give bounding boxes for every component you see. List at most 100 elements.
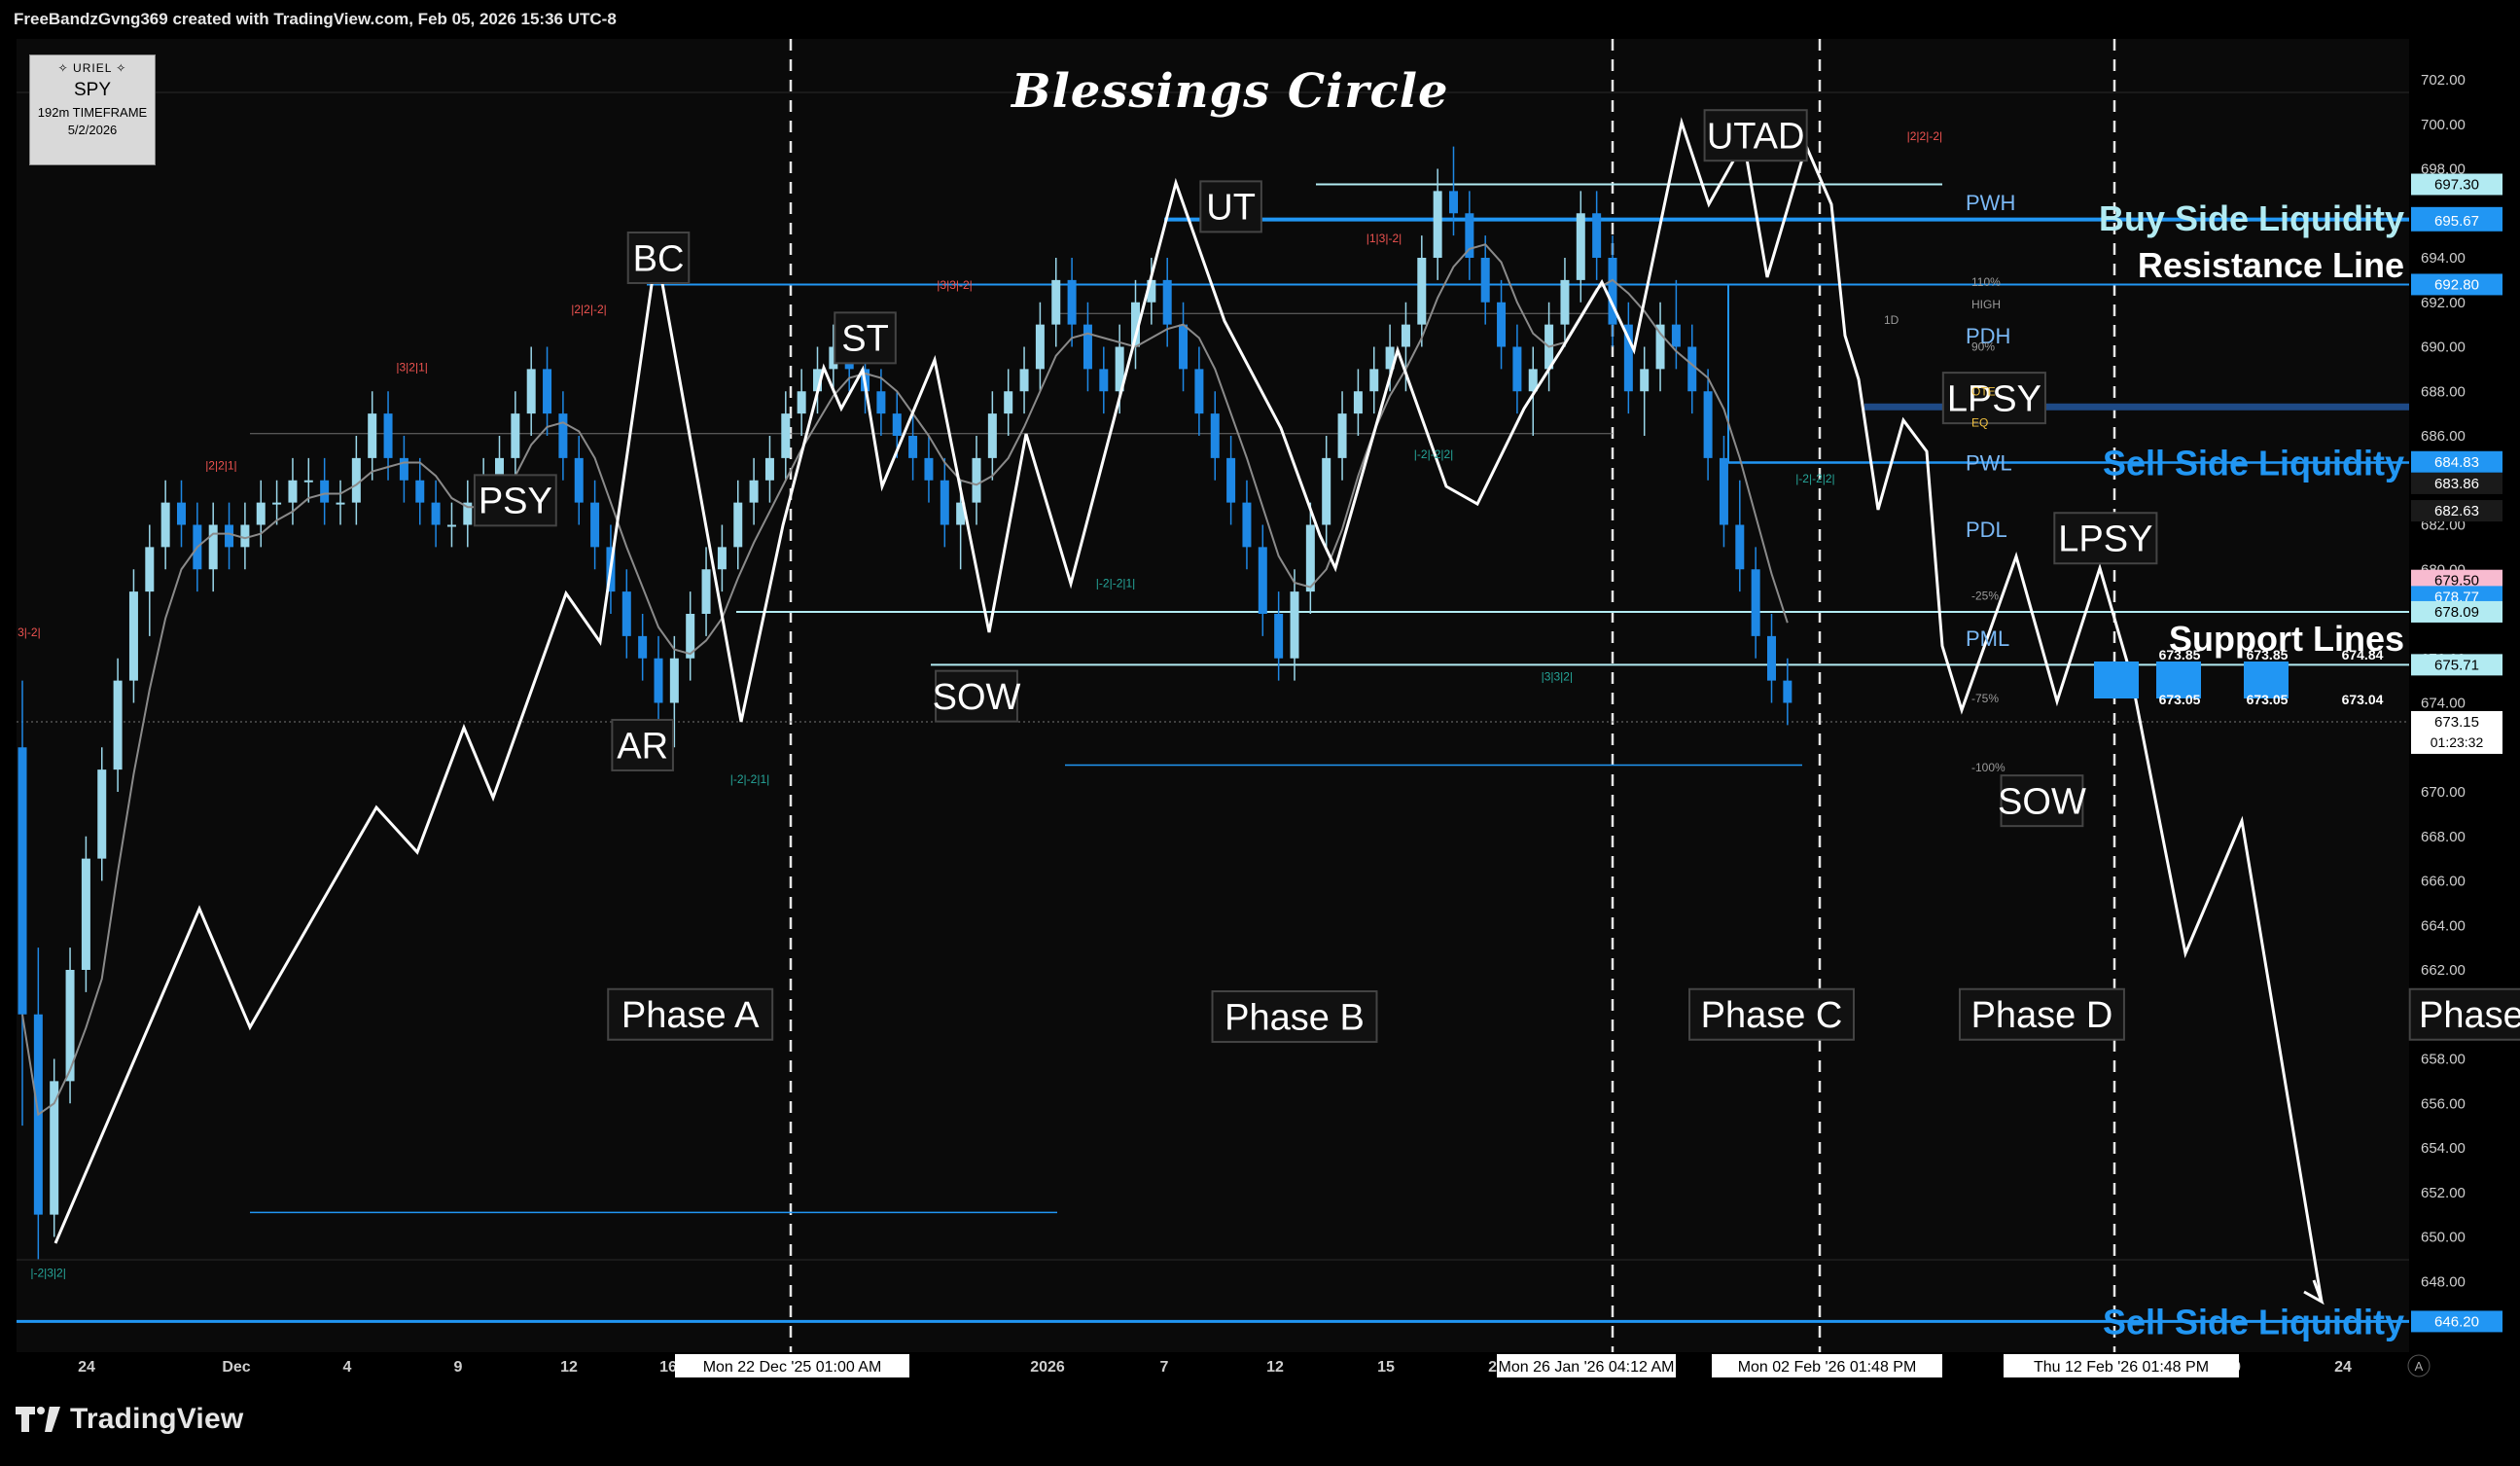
projection-box-tag: 673.85 (2159, 647, 2201, 662)
candle-body (1671, 324, 1681, 347)
candle-body (1449, 191, 1458, 214)
candle (256, 480, 266, 548)
candle-body (1353, 391, 1363, 414)
candle (829, 324, 838, 392)
time-axis-highlight (675, 1354, 909, 1377)
candle (336, 480, 345, 525)
candle-body (1512, 346, 1522, 392)
candle-body (160, 502, 170, 548)
wyckoff-label-box (1703, 109, 1808, 162)
candle (1258, 524, 1267, 636)
candles (18, 146, 1792, 1260)
x-tick-label: 7 (1160, 1359, 1169, 1376)
wyckoff-label-text: LPSY (1947, 378, 2041, 419)
price-label-box (2411, 710, 2502, 754)
candle-body (1290, 591, 1299, 659)
candle (511, 391, 520, 481)
pattern-tag: |3|3|2| (1542, 670, 1574, 684)
info-box-date: 5/2/2026 (67, 123, 118, 137)
candle-body (1560, 279, 1570, 325)
projection-box (2156, 661, 2201, 698)
wyckoff-label: LPSY (2053, 512, 2158, 565)
candle (1608, 235, 1617, 347)
candle-body (1242, 502, 1252, 548)
pattern-tag: |2|2|-2| (571, 303, 607, 316)
pattern-tag: |-2|-2|2| (1414, 447, 1453, 461)
candle (526, 346, 536, 436)
candle-body (1623, 324, 1633, 392)
candle (749, 457, 759, 525)
candle-body (1274, 614, 1284, 659)
projection-box-tag: 673.05 (2159, 692, 2201, 707)
level-label: Support Lines (2169, 619, 2404, 659)
x-tick-label: 4 (343, 1359, 352, 1376)
level-tag: PWL (1966, 450, 2012, 475)
fib-tag: 1D (1884, 313, 1899, 327)
candle (1719, 436, 1728, 548)
projection-box-tag: 673.85 (2247, 647, 2289, 662)
zigzag-arrowhead (2303, 1279, 2325, 1305)
wyckoff-label-box (607, 987, 774, 1041)
time-axis-highlight-label: Mon 22 Dec '25 01:00 AM (703, 1359, 882, 1376)
candle (876, 369, 886, 436)
candle (1512, 324, 1522, 414)
chart-svg[interactable]: 648.00650.00652.00654.00656.00658.00660.… (17, 39, 2520, 1379)
y-tick-label: 674.00 (2421, 696, 2466, 712)
candle-body (956, 502, 966, 525)
footer-bar (0, 1379, 2520, 1466)
price-axis-background (2409, 39, 2520, 1352)
projection-box-tag: 673.04 (2342, 692, 2384, 707)
candle (145, 524, 155, 636)
candle (1051, 258, 1061, 347)
candle (368, 391, 377, 481)
wyckoff-label-box (935, 669, 1018, 723)
candle (288, 457, 298, 525)
wyckoff-label-text: PSY (479, 482, 552, 522)
candle (621, 569, 631, 659)
candle (1147, 258, 1156, 325)
candle-body (733, 502, 743, 548)
candle-body (240, 524, 250, 548)
level-label: Buy Side Liquidity (2099, 198, 2404, 238)
candle-body (1067, 279, 1077, 325)
price-label: 678.09 (2411, 600, 2502, 623)
candle (50, 1058, 59, 1237)
candle (18, 680, 27, 1126)
candle-body (272, 502, 282, 505)
wyckoff-label-box (834, 311, 897, 365)
projection-box-tag: 674.84 (2342, 647, 2384, 662)
candle-body (1385, 346, 1395, 370)
level-label: Sell Side Liquidity (2103, 1302, 2404, 1341)
candle (1194, 346, 1204, 436)
y-tick-label: 648.00 (2421, 1273, 2466, 1290)
x-tick-label: Dec (222, 1359, 250, 1376)
tradingview-logo[interactable]: TradingView (16, 1403, 243, 1436)
candle-body (145, 547, 155, 592)
wyckoff-label-text: BC (633, 238, 685, 279)
auto-scale-label: A (2415, 1359, 2424, 1374)
y-tick-label: 662.00 (2421, 962, 2466, 979)
wyckoff-label-text: Phase C (1701, 995, 1843, 1036)
y-tick-label: 650.00 (2421, 1230, 2466, 1246)
candle (65, 948, 75, 1104)
candle-body (590, 502, 600, 548)
candle-body (797, 391, 806, 414)
y-tick-label: 702.00 (2421, 72, 2466, 89)
candle (208, 502, 218, 592)
candle-body (1162, 279, 1172, 325)
fib-tag: HIGH (1971, 298, 2001, 311)
candle-body (940, 480, 949, 525)
candle (1576, 191, 1585, 303)
candle (1067, 258, 1077, 347)
candle-body (1131, 302, 1140, 347)
candle-body (813, 369, 822, 392)
x-tick-label: 16 (659, 1359, 677, 1376)
candle (1004, 369, 1013, 436)
candle-body (511, 413, 520, 458)
price-label-text: 673.15 (2434, 714, 2479, 731)
wyckoff-label-box (611, 718, 674, 771)
candle (225, 502, 234, 570)
fib-tag: EQ (1971, 415, 1988, 429)
candle (1783, 658, 1792, 726)
chart-plot-area[interactable]: 648.00650.00652.00654.00656.00658.00660.… (17, 39, 2520, 1379)
